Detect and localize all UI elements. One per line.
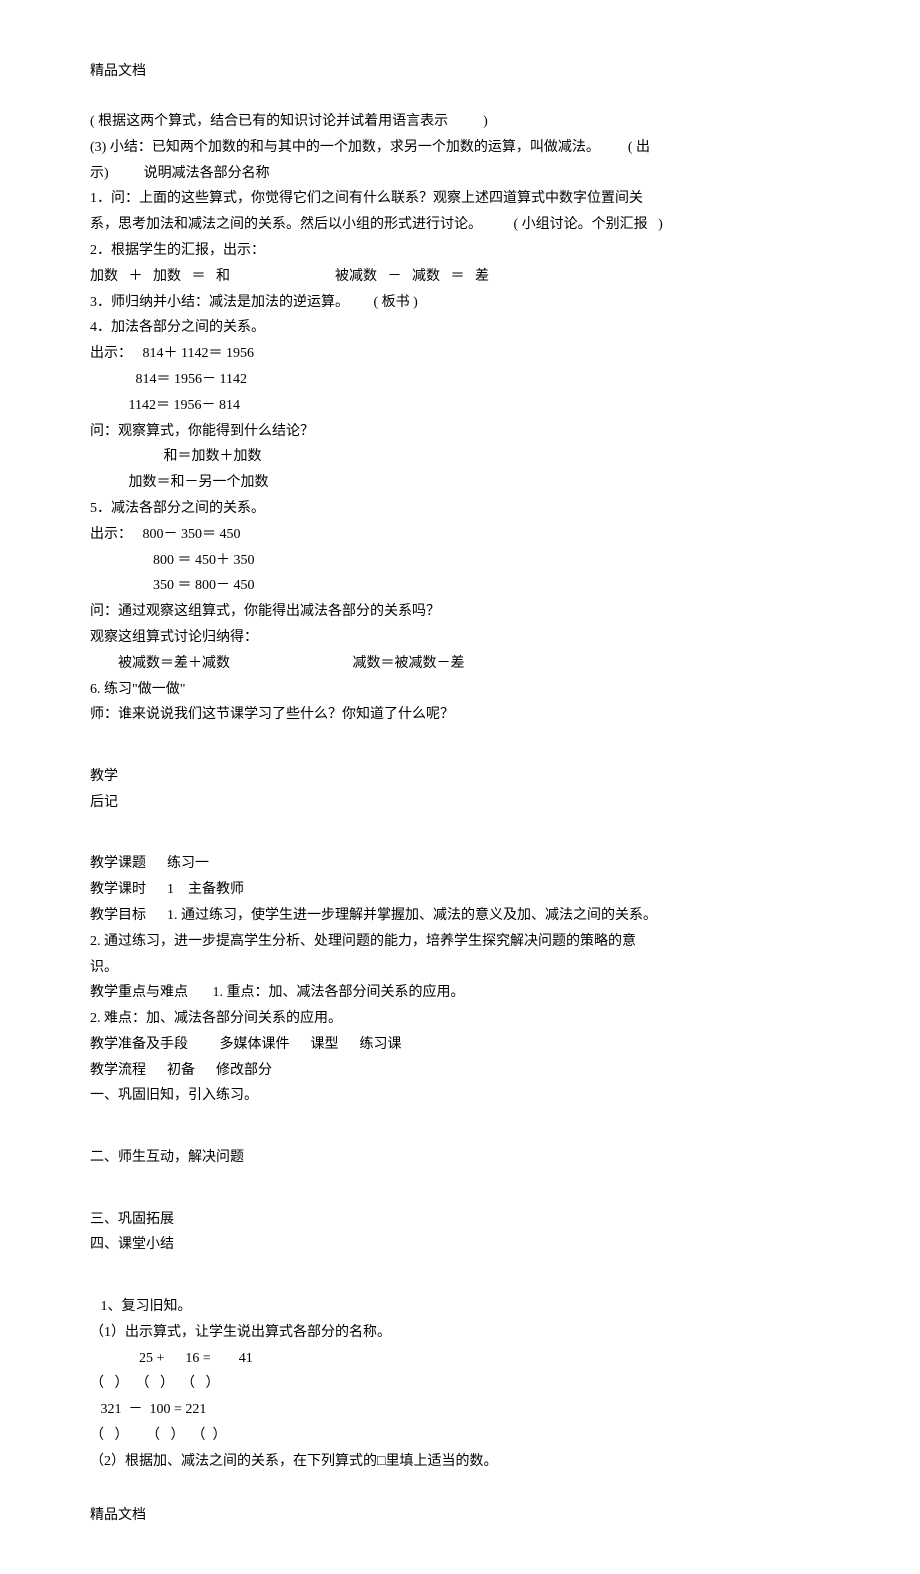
text-line: 四、课堂小结 bbox=[90, 1233, 830, 1257]
text-line: 814＝ 1956－ 1142 bbox=[90, 368, 830, 392]
text-line: 出示： 800－ 350＝ 450 bbox=[90, 523, 830, 547]
text-line: 2. 难点：加、减法各部分间关系的应用。 bbox=[90, 1007, 830, 1031]
text-line: 2. 通过练习，进一步提高学生分析、处理问题的能力，培养学生探究解决问题的策略的… bbox=[90, 930, 830, 954]
text-line: 识。 bbox=[90, 956, 830, 980]
text-line bbox=[90, 827, 830, 851]
text-line bbox=[90, 1269, 830, 1293]
text-line: 1142＝ 1956－ 814 bbox=[90, 394, 830, 418]
text-line: 后记 bbox=[90, 791, 830, 815]
text-line: 3．师归纳并小结：减法是加法的逆运算。 ( 板书 ) bbox=[90, 291, 830, 315]
text-line: 321 － 100 = 221 bbox=[90, 1398, 830, 1422]
text-line: （1）出示算式，让学生说出算式各部分的名称。 bbox=[90, 1321, 830, 1345]
text-line: 观察这组算式讨论归纳得： bbox=[90, 626, 830, 650]
text-line: 800 ＝ 450＋ 350 bbox=[90, 549, 830, 573]
page-header: 精品文档 bbox=[90, 60, 830, 80]
text-line: 教学准备及手段 多媒体课件 课型 练习课 bbox=[90, 1033, 830, 1057]
text-line: 2．根据学生的汇报，出示： bbox=[90, 239, 830, 263]
text-line: 25 + 16 = 41 bbox=[90, 1347, 830, 1371]
text-line: 二、师生互动，解决问题 bbox=[90, 1146, 830, 1170]
text-line: (3) 小结：已知两个加数的和与其中的一个加数，求另一个加数的运算，叫做减法。 … bbox=[90, 136, 830, 160]
text-line: 系，思考加法和减法之间的关系。然后以小组的形式进行讨论。 ( 小组讨论。个别汇报… bbox=[90, 213, 830, 237]
text-line bbox=[90, 1182, 830, 1206]
text-line: 教学课时 1 主备教师 bbox=[90, 878, 830, 902]
text-line: 4．加法各部分之间的关系。 bbox=[90, 316, 830, 340]
text-line: ( 根据这两个算式，结合已有的知识讨论并试着用语言表示 ) bbox=[90, 110, 830, 134]
text-line: 加数＝和－另一个加数 bbox=[90, 471, 830, 495]
text-line: 教学目标 1. 通过练习，使学生进一步理解并掌握加、减法的意义及加、减法之间的关… bbox=[90, 904, 830, 928]
document-content: ( 根据这两个算式，结合已有的知识讨论并试着用语言表示 )(3) 小结：已知两个… bbox=[90, 110, 830, 1474]
text-line: 加数 ＋ 加数 ＝ 和 被减数 － 减数 ＝ 差 bbox=[90, 265, 830, 289]
page-footer: 精品文档 bbox=[90, 1504, 830, 1524]
text-line: 问：观察算式，你能得到什么结论？ bbox=[90, 420, 830, 444]
text-line: 师：谁来说说我们这节课学习了些什么？你知道了什么呢？ bbox=[90, 703, 830, 727]
text-line: 教学流程 初备 修改部分 bbox=[90, 1059, 830, 1083]
text-line: 一、巩固旧知，引入练习。 bbox=[90, 1084, 830, 1108]
text-line: 教学重点与难点 1. 重点：加、减法各部分间关系的应用。 bbox=[90, 981, 830, 1005]
text-line: 示) 说明减法各部分名称 bbox=[90, 162, 830, 186]
text-line: 三、巩固拓展 bbox=[90, 1208, 830, 1232]
text-line: 1、复习旧知。 bbox=[90, 1295, 830, 1319]
text-line: 教学 bbox=[90, 765, 830, 789]
text-line: （2）根据加、减法之间的关系，在下列算式的□里填上适当的数。 bbox=[90, 1450, 830, 1474]
text-line: 350 ＝ 800－ 450 bbox=[90, 574, 830, 598]
text-line: 5．减法各部分之间的关系。 bbox=[90, 497, 830, 521]
text-line: 1．问：上面的这些算式，你觉得它们之间有什么联系？观察上述四道算式中数字位置间关 bbox=[90, 187, 830, 211]
text-line: 问：通过观察这组算式，你能得出减法各部分的关系吗？ bbox=[90, 600, 830, 624]
text-line bbox=[90, 1120, 830, 1144]
text-line: （ ） （ ） （ ） bbox=[90, 1372, 830, 1396]
text-line: 教学课题 练习一 bbox=[90, 852, 830, 876]
text-line bbox=[90, 739, 830, 763]
text-line: 6. 练习"做一做" bbox=[90, 678, 830, 702]
text-line: 被减数＝差＋减数 减数＝被减数－差 bbox=[90, 652, 830, 676]
text-line: 和＝加数＋加数 bbox=[90, 445, 830, 469]
text-line: （ ） （ ） （ ） bbox=[90, 1424, 830, 1448]
text-line: 出示： 814＋ 1142＝ 1956 bbox=[90, 342, 830, 366]
